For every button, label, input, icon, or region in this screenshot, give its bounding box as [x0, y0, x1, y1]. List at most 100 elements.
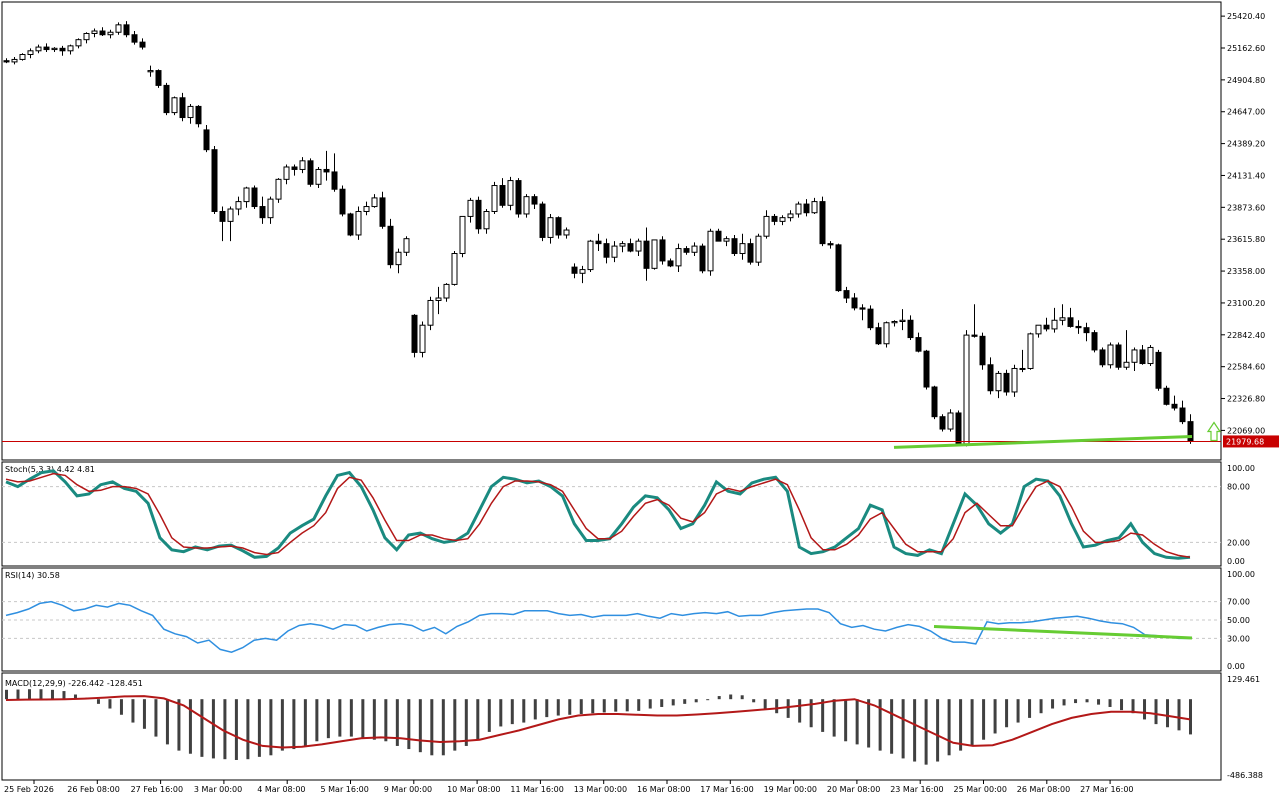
- macd-hist-bar: [361, 699, 365, 739]
- trendline[interactable]: [893, 434, 1193, 449]
- macd-hist-bar: [487, 699, 491, 732]
- price-y-tick-label: 22584.60: [1227, 363, 1265, 372]
- macd-hist-bar: [453, 699, 457, 751]
- rsi-y-tick-label: 100.00: [1227, 570, 1255, 579]
- macd-hist-bar: [683, 699, 687, 704]
- price-pane-frame: [1, 1, 1222, 461]
- up-arrow-icon[interactable]: [1206, 421, 1222, 442]
- candle-body: [571, 266, 578, 274]
- candle-body: [995, 372, 1002, 392]
- candle-body: [507, 180, 514, 206]
- candle-body: [731, 238, 738, 255]
- candle-body: [1131, 349, 1138, 363]
- candle-body: [627, 243, 634, 252]
- candle-body: [315, 168, 322, 185]
- candle-body: [267, 198, 274, 219]
- candle-body: [723, 238, 730, 242]
- candle-body: [1163, 387, 1170, 405]
- macd-hist-bar: [775, 699, 779, 714]
- candle-body: [971, 334, 978, 337]
- candle-body: [947, 412, 954, 430]
- rsi-panel-label: RSI(14) 30.58: [5, 571, 60, 580]
- macd-hist-bar: [177, 699, 181, 751]
- macd-hist-bar: [349, 699, 353, 737]
- candle-body: [171, 97, 178, 114]
- macd-hist-bar: [269, 699, 273, 756]
- macd-hist-bar: [936, 699, 940, 762]
- candle-body: [371, 197, 378, 208]
- candle-body: [139, 41, 146, 48]
- macd-hist-bar: [372, 699, 376, 740]
- macd-hist-bar: [234, 699, 238, 760]
- macd-hist-bar: [1005, 699, 1009, 728]
- macd-hist-bar: [326, 699, 330, 739]
- candle-body: [699, 245, 706, 272]
- candle-body: [691, 245, 698, 253]
- candle-body: [859, 307, 866, 310]
- macd-hist-bar: [533, 699, 537, 720]
- candle-body: [811, 201, 818, 214]
- candle-body: [1123, 361, 1130, 368]
- macd-hist-bar: [257, 699, 261, 757]
- candle-body: [619, 243, 626, 247]
- candle-body: [483, 210, 490, 230]
- x-tick-label: 19 Mar 00:00: [764, 785, 817, 794]
- macd-hist-bar: [786, 699, 790, 718]
- candle-body: [339, 188, 346, 215]
- macd-hist-bar: [729, 694, 733, 700]
- price-y-tick-label: 24389.20: [1227, 140, 1265, 149]
- x-tick-label: 25 Feb 2026: [4, 785, 54, 794]
- candle-body: [1043, 324, 1050, 330]
- candle-body: [955, 412, 962, 445]
- macd-hist-bar: [763, 699, 767, 709]
- candle-body: [395, 251, 402, 266]
- candle-body: [1067, 317, 1074, 327]
- macd-hist-bar: [867, 699, 871, 748]
- rsi-line: [5, 600, 1190, 653]
- price-y-tick-label: 25162.60: [1227, 44, 1265, 53]
- macd-hist-bar: [499, 699, 503, 727]
- candle-body: [411, 314, 418, 353]
- macd-hist-bar: [901, 699, 905, 759]
- candle-body: [147, 70, 154, 73]
- candle-body: [219, 210, 226, 222]
- macd-hist-bar: [660, 699, 664, 707]
- candle-body: [403, 238, 410, 253]
- candle-body: [907, 319, 914, 339]
- rsi-y-tick-label: 0.00: [1227, 662, 1245, 671]
- stoch-y-tick-label: 0.00: [1227, 557, 1245, 566]
- macd-hist-bar: [545, 699, 549, 718]
- rsi-y-tick-label: 70.00: [1227, 598, 1250, 607]
- x-tick-label: 26 Mar 08:00: [1017, 785, 1070, 794]
- macd-y-tick-label: -486.388: [1227, 771, 1263, 780]
- macd-hist-bar: [625, 699, 629, 712]
- candle-body: [739, 243, 746, 255]
- candle-body: [667, 260, 674, 267]
- macd-hist-bar: [188, 699, 192, 754]
- candle-body: [363, 206, 370, 212]
- candle-body: [531, 196, 538, 205]
- candle-body: [1147, 346, 1154, 365]
- candle-body: [331, 171, 338, 190]
- candle-body: [1019, 367, 1026, 370]
- macd-hist-bar: [890, 699, 894, 754]
- candle-body: [379, 197, 386, 227]
- candle-body: [83, 32, 90, 41]
- macd-hist-bar: [510, 699, 514, 725]
- candle-body: [451, 253, 458, 285]
- candle-body: [99, 30, 106, 36]
- macd-hist-bar: [1143, 699, 1147, 720]
- macd-hist-bar: [568, 699, 572, 715]
- candle-body: [595, 240, 602, 245]
- rsi-y-tick-label: 50.00: [1227, 616, 1250, 625]
- macd-hist-bar: [119, 699, 123, 715]
- x-tick-label: 16 Mar 08:00: [637, 785, 690, 794]
- macd-hist-bar: [200, 699, 204, 757]
- macd-hist-bar: [614, 699, 618, 712]
- candle-body: [1003, 372, 1010, 393]
- candle-body: [547, 217, 554, 238]
- macd-hist-bar: [844, 699, 848, 742]
- rsi-trendline[interactable]: [933, 624, 1193, 640]
